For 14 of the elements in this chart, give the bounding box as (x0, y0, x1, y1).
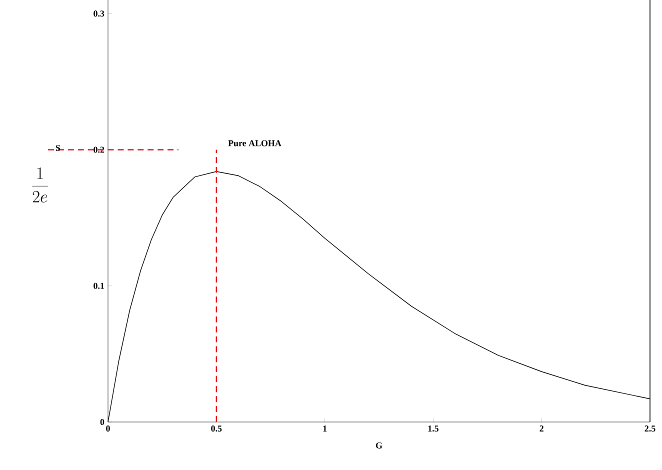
y-tick-label: 0.3 (94, 10, 104, 17)
x-tick-label: 1.5 (428, 426, 438, 432)
text: $\frac{1}{2e}$ (32, 167, 48, 202)
y-tick-label: 0 (100, 418, 104, 426)
y-tick-label: 0.1 (94, 282, 104, 289)
x-tick-label: 2.5 (644, 426, 656, 432)
x-tick-label: 0.5 (211, 426, 222, 432)
x-axis-title: G (376, 442, 382, 448)
x-tick-label: 1 (323, 426, 327, 432)
text: Pure ALOHA (228, 140, 282, 146)
x-tick-label: 2 (540, 426, 544, 432)
x-tick-label: 0 (106, 426, 110, 432)
y-axis-title: S (56, 144, 60, 152)
y-tick-label: 0.2 (94, 146, 104, 153)
